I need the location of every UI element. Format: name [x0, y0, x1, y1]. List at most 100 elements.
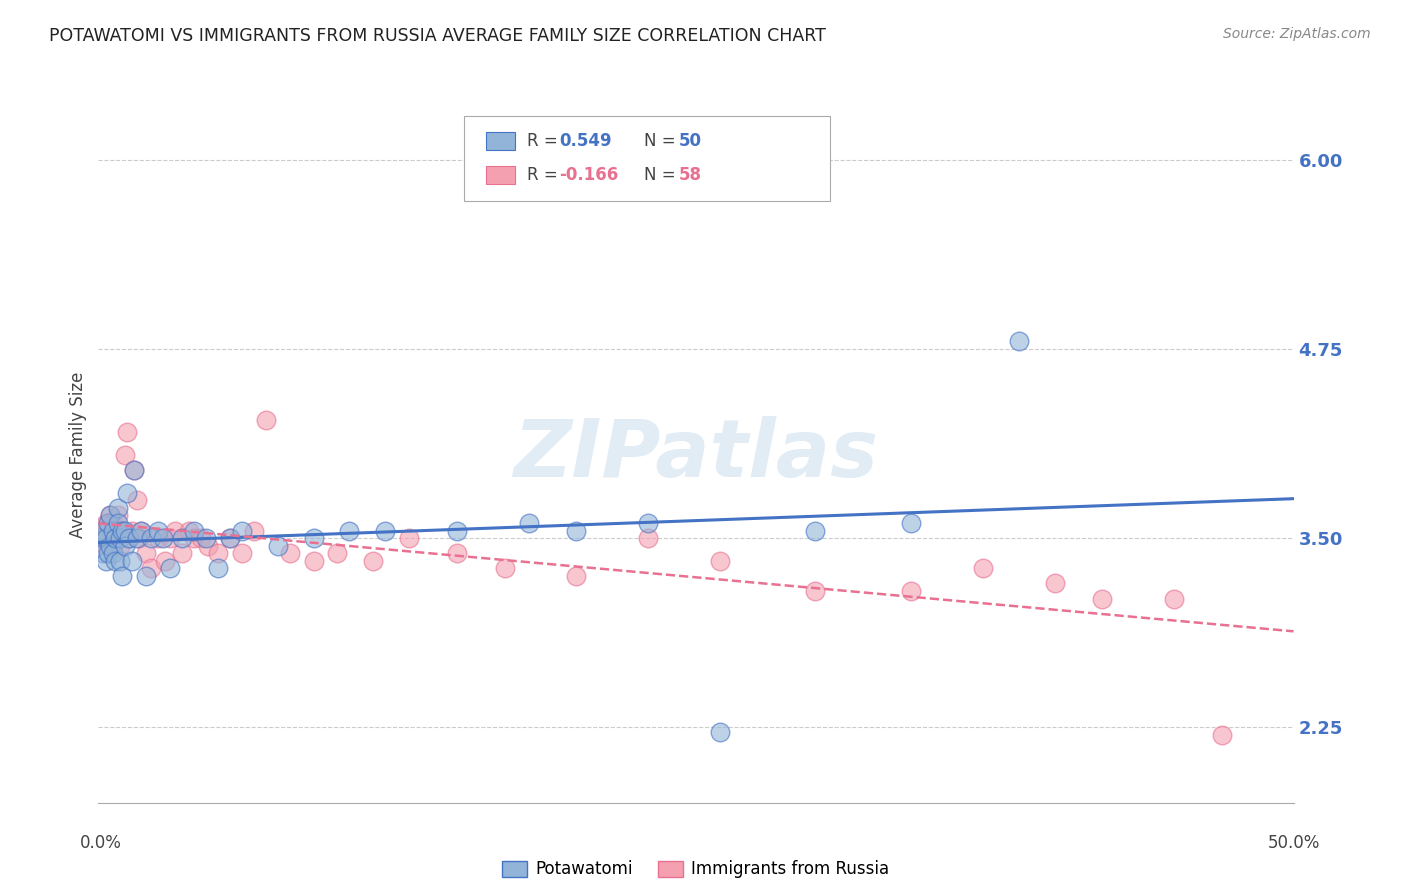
- Point: [135, 546, 157, 560]
- Point: [139, 561, 162, 575]
- Text: ZIPatlas: ZIPatlas: [513, 416, 879, 494]
- Text: 50.0%: 50.0%: [1267, 834, 1320, 852]
- Point: [124, 463, 146, 477]
- Point: [374, 524, 396, 538]
- Point: [163, 524, 186, 538]
- Legend: Potawatomi, Immigrants from Russia: Potawatomi, Immigrants from Russia: [496, 854, 896, 885]
- Point: [339, 524, 360, 538]
- Point: [1007, 334, 1029, 349]
- Point: [804, 524, 827, 538]
- Text: Source: ZipAtlas.com: Source: ZipAtlas.com: [1223, 27, 1371, 41]
- Point: [219, 531, 242, 545]
- Point: [118, 531, 141, 545]
- Point: [114, 524, 136, 538]
- Point: [108, 539, 131, 553]
- Point: [159, 531, 181, 545]
- Point: [94, 554, 117, 568]
- Point: [219, 531, 242, 545]
- Text: 50: 50: [679, 132, 702, 150]
- Point: [148, 531, 170, 545]
- Point: [98, 508, 122, 523]
- Point: [254, 413, 277, 427]
- Point: [207, 561, 229, 575]
- Point: [108, 531, 131, 545]
- Point: [1211, 728, 1233, 742]
- Point: [446, 524, 468, 538]
- Point: [231, 546, 253, 560]
- Point: [190, 531, 212, 545]
- Point: [107, 516, 129, 530]
- Point: [111, 524, 134, 538]
- Point: [98, 508, 122, 523]
- Point: [398, 531, 420, 545]
- Point: [97, 516, 120, 530]
- Text: 58: 58: [679, 166, 702, 184]
- Point: [135, 569, 157, 583]
- Point: [1163, 591, 1185, 606]
- Point: [326, 546, 349, 560]
- Y-axis label: Average Family Size: Average Family Size: [69, 372, 87, 538]
- Point: [108, 554, 131, 568]
- Point: [565, 524, 588, 538]
- Point: [124, 463, 146, 477]
- Point: [121, 524, 143, 538]
- Point: [90, 531, 112, 545]
- Point: [114, 448, 136, 462]
- Point: [107, 508, 129, 523]
- Point: [131, 524, 153, 538]
- Point: [637, 516, 659, 530]
- Point: [231, 524, 253, 538]
- Point: [107, 524, 129, 538]
- Point: [97, 546, 120, 560]
- Point: [98, 539, 122, 553]
- Text: -0.166: -0.166: [560, 166, 619, 184]
- Point: [114, 539, 136, 553]
- Point: [91, 524, 114, 538]
- Text: R =: R =: [527, 132, 564, 150]
- Point: [194, 531, 218, 545]
- Point: [125, 531, 148, 545]
- Point: [97, 516, 120, 530]
- Point: [183, 531, 205, 545]
- Point: [207, 546, 229, 560]
- Point: [125, 493, 148, 508]
- Point: [267, 539, 290, 553]
- Point: [90, 531, 112, 545]
- Point: [139, 531, 162, 545]
- Point: [900, 516, 922, 530]
- Point: [278, 546, 301, 560]
- Point: [101, 546, 124, 560]
- Point: [91, 531, 114, 545]
- Point: [363, 554, 385, 568]
- Point: [517, 516, 540, 530]
- Point: [172, 531, 194, 545]
- Point: [94, 539, 117, 553]
- Point: [107, 500, 129, 515]
- Point: [104, 531, 127, 545]
- Point: [709, 724, 731, 739]
- Point: [1043, 576, 1066, 591]
- Point: [121, 554, 143, 568]
- Point: [243, 524, 266, 538]
- Text: 0.549: 0.549: [560, 132, 612, 150]
- Point: [104, 531, 127, 545]
- Point: [97, 531, 120, 545]
- Point: [115, 485, 138, 500]
- Point: [302, 554, 325, 568]
- Point: [91, 546, 114, 560]
- Text: R =: R =: [527, 166, 564, 184]
- Text: 0.0%: 0.0%: [80, 834, 122, 852]
- Point: [152, 531, 174, 545]
- Point: [159, 561, 181, 575]
- Point: [101, 516, 124, 530]
- Point: [172, 546, 194, 560]
- Point: [115, 425, 138, 440]
- Point: [1091, 591, 1114, 606]
- Text: N =: N =: [644, 132, 681, 150]
- Point: [972, 561, 994, 575]
- Point: [183, 524, 205, 538]
- Point: [98, 531, 122, 545]
- Point: [118, 531, 141, 545]
- Point: [179, 524, 201, 538]
- Point: [197, 539, 219, 553]
